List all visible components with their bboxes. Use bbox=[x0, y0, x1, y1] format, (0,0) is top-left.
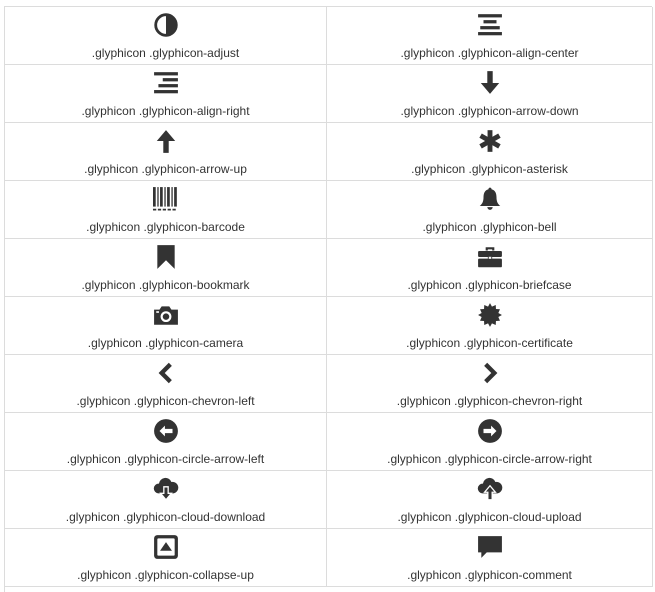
glyph-cell[interactable]: .glyphicon .glyphicon-align-right bbox=[5, 65, 327, 123]
glyph-cell[interactable]: .glyphicon .glyphicon-barcode bbox=[5, 181, 327, 239]
bell-icon bbox=[477, 186, 503, 212]
glyph-label: .glyphicon .glyphicon-arrow-down bbox=[400, 104, 579, 118]
glyph-label: .glyphicon .glyphicon-cloud-download bbox=[65, 510, 266, 524]
comment-icon bbox=[477, 534, 503, 560]
glyph-cell[interactable]: .glyphicon .glyphicon-bell bbox=[327, 181, 653, 239]
glyph-cell[interactable]: .glyphicon .glyphicon-circle-arrow-left bbox=[5, 413, 327, 471]
glyph-label: .glyphicon .glyphicon-align-right bbox=[81, 104, 250, 118]
glyph-cell[interactable]: .glyphicon .glyphicon-cloud-download bbox=[5, 471, 327, 529]
asterisk-icon bbox=[477, 128, 503, 154]
glyph-label: .glyphicon .glyphicon-collapse-up bbox=[77, 568, 254, 582]
chevron-right-icon bbox=[477, 360, 503, 386]
glyph-cell[interactable]: .glyphicon .glyphicon-briefcase bbox=[327, 239, 653, 297]
glyphicon-grid: .glyphicon .glyphicon-adjust .glyphicon … bbox=[4, 6, 653, 592]
glyph-label: .glyphicon .glyphicon-comment bbox=[407, 568, 572, 582]
glyph-cell[interactable]: .glyphicon .glyphicon-asterisk bbox=[327, 123, 653, 181]
glyph-label: .glyphicon .glyphicon-cloud-upload bbox=[397, 510, 582, 524]
glyph-cell[interactable]: .glyphicon .glyphicon-cloud-upload bbox=[327, 471, 653, 529]
align-right-icon bbox=[153, 70, 179, 96]
glyph-label: .glyphicon .glyphicon-bell bbox=[422, 220, 557, 234]
glyph-cell[interactable]: .glyphicon .glyphicon-circle-arrow-right bbox=[327, 413, 653, 471]
glyph-label: .glyphicon .glyphicon-barcode bbox=[86, 220, 245, 234]
arrow-down-icon bbox=[477, 70, 503, 96]
glyph-label: .glyphicon .glyphicon-circle-arrow-left bbox=[66, 452, 265, 466]
chevron-left-icon bbox=[153, 360, 179, 386]
glyph-cell[interactable]: .glyphicon .glyphicon-arrow-down bbox=[327, 65, 653, 123]
glyph-label: .glyphicon .glyphicon-camera bbox=[87, 336, 244, 350]
glyph-cell[interactable]: .glyphicon .glyphicon-chevron-left bbox=[5, 355, 327, 413]
certificate-icon bbox=[477, 302, 503, 328]
glyph-cell[interactable]: .glyphicon .glyphicon-adjust bbox=[5, 7, 327, 65]
adjust-icon bbox=[153, 12, 179, 38]
glyph-cell[interactable]: .glyphicon .glyphicon-arrow-up bbox=[5, 123, 327, 181]
cloud-upload-icon bbox=[477, 476, 503, 502]
glyph-label: .glyphicon .glyphicon-arrow-up bbox=[84, 162, 247, 176]
arrow-up-icon bbox=[153, 128, 179, 154]
glyph-label: .glyphicon .glyphicon-align-center bbox=[400, 46, 579, 60]
glyph-label: .glyphicon .glyphicon-certificate bbox=[406, 336, 573, 350]
glyph-label: .glyphicon .glyphicon-adjust bbox=[91, 46, 240, 60]
collapse-up-icon bbox=[153, 534, 179, 560]
glyph-label: .glyphicon .glyphicon-asterisk bbox=[411, 162, 568, 176]
camera-icon bbox=[153, 302, 179, 328]
glyph-cell[interactable]: .glyphicon .glyphicon-certificate bbox=[327, 297, 653, 355]
glyph-label: .glyphicon .glyphicon-bookmark bbox=[81, 278, 250, 292]
glyph-label: .glyphicon .glyphicon-briefcase bbox=[407, 278, 572, 292]
barcode-icon bbox=[152, 186, 179, 212]
align-center-icon bbox=[477, 12, 503, 38]
glyph-label: .glyphicon .glyphicon-circle-arrow-right bbox=[387, 452, 592, 466]
circle-arrow-left-icon bbox=[153, 418, 179, 444]
glyph-cell[interactable]: .glyphicon .glyphicon-comment bbox=[327, 529, 653, 587]
glyph-cell[interactable]: .glyphicon .glyphicon-collapse-up bbox=[5, 529, 327, 587]
bookmark-icon bbox=[153, 244, 179, 270]
cloud-download-icon bbox=[153, 476, 179, 502]
briefcase-icon bbox=[477, 244, 503, 270]
glyph-cell[interactable]: .glyphicon .glyphicon-bookmark bbox=[5, 239, 327, 297]
glyph-label: .glyphicon .glyphicon-chevron-left bbox=[76, 394, 255, 408]
glyph-label: .glyphicon .glyphicon-chevron-right bbox=[396, 394, 583, 408]
glyph-cell[interactable]: .glyphicon .glyphicon-chevron-right bbox=[327, 355, 653, 413]
circle-arrow-right-icon bbox=[477, 418, 503, 444]
glyph-cell[interactable]: .glyphicon .glyphicon-align-center bbox=[327, 7, 653, 65]
glyph-cell[interactable]: .glyphicon .glyphicon-camera bbox=[5, 297, 327, 355]
